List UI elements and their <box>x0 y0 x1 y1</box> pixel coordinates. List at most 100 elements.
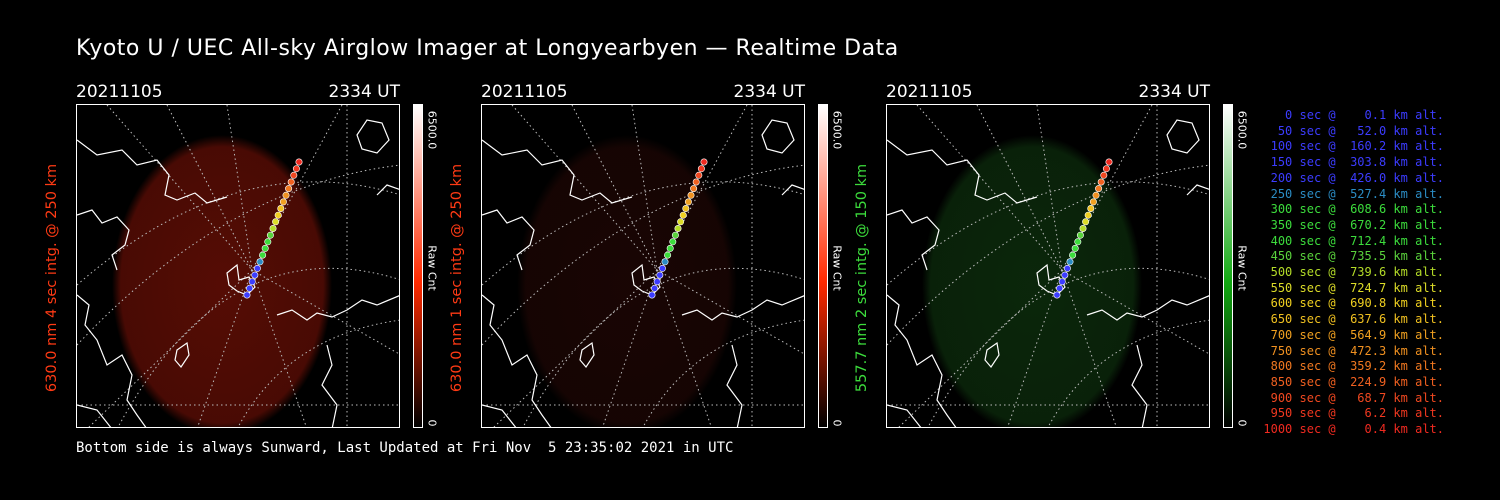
panel-time: 2334 UT <box>733 82 806 102</box>
trajectory-point <box>684 198 692 206</box>
allsky-image <box>481 104 805 428</box>
legend-item: 700 sec @ 564.9 km alt. <box>1263 327 1444 342</box>
legend-item: 100 sec @ 160.2 km alt. <box>1263 139 1444 154</box>
legend-item: 50 sec @ 52.0 km alt. <box>1263 123 1444 138</box>
legend-item: 850 sec @ 224.9 km alt. <box>1263 374 1444 389</box>
trajectory-point <box>1089 198 1097 206</box>
trajectory-point <box>653 278 661 286</box>
trajectory-point <box>1084 211 1092 219</box>
sky-glow <box>517 135 737 427</box>
trajectory-point <box>256 258 264 266</box>
colorbar <box>1223 104 1233 428</box>
colorbar-min-label: 0 <box>830 419 844 427</box>
panel-date: 20211105 <box>76 82 163 102</box>
panel-time: 2334 UT <box>1138 82 1211 102</box>
colorbar-max-label: 6500.0 <box>830 110 844 150</box>
trajectory-point <box>1053 291 1061 299</box>
trajectory-point <box>648 291 656 299</box>
trajectory-point <box>1092 191 1100 199</box>
colorbar-unit-label: Raw Cnt <box>830 245 844 291</box>
colorbar <box>818 104 828 428</box>
trajectory-point <box>671 231 679 239</box>
sky-glow <box>112 135 332 427</box>
legend-item: 450 sec @ 735.5 km alt. <box>1263 249 1444 264</box>
trajectory-track <box>243 158 303 299</box>
legend-item: 650 sec @ 637.6 km alt. <box>1263 312 1444 327</box>
colorbar-unit-label: Raw Cnt <box>425 245 439 291</box>
legend-item: 500 sec @ 739.6 km alt. <box>1263 265 1444 280</box>
trajectory-point <box>259 251 267 259</box>
geo-grid <box>77 105 399 427</box>
trajectory-point <box>1102 165 1110 173</box>
legend-item: 250 sec @ 527.4 km alt. <box>1263 186 1444 201</box>
trajectory-point <box>1100 171 1108 179</box>
trajectory-point <box>677 218 685 226</box>
legend-item: 200 sec @ 426.0 km alt. <box>1263 170 1444 185</box>
colorbar-min-label: 0 <box>1235 419 1249 427</box>
trajectory-point <box>1076 231 1084 239</box>
trajectory-point <box>266 231 274 239</box>
legend-item: 800 sec @ 359.2 km alt. <box>1263 359 1444 374</box>
trajectory-point <box>1082 218 1090 226</box>
trajectory-point <box>1061 271 1069 279</box>
trajectory-point <box>279 198 287 206</box>
panel-date: 20211105 <box>481 82 568 102</box>
trajectory-point <box>1063 264 1071 272</box>
legend-item: 900 sec @ 68.7 km alt. <box>1263 390 1444 405</box>
trajectory-point <box>666 244 674 252</box>
trajectory-point <box>287 178 295 186</box>
coastline <box>482 119 804 427</box>
legend-item: 300 sec @ 608.6 km alt. <box>1263 202 1444 217</box>
trajectory-point <box>282 191 290 199</box>
trajectory-point <box>674 225 682 233</box>
trajectory-point <box>1069 251 1077 259</box>
trajectory-point <box>1105 158 1113 166</box>
trajectory-point <box>246 284 254 292</box>
colorbar-max-label: 6500.0 <box>1235 110 1249 150</box>
allsky-image <box>886 104 1210 428</box>
trajectory-point <box>656 271 664 279</box>
trajectory-point <box>690 185 698 193</box>
footer-status: Bottom side is always Sunward, Last Upda… <box>76 440 734 456</box>
image-panel-630-4s: 20211105 2334 UT 630.0 nm 4 sec intg. @ … <box>44 80 456 430</box>
legend-item: 950 sec @ 6.2 km alt. <box>1263 406 1444 421</box>
panel-wavelength-label: 630.0 nm 4 sec intg. @ 250 km <box>44 163 60 393</box>
map-overlay <box>482 105 804 427</box>
trajectory-point <box>687 191 695 199</box>
map-overlay <box>887 105 1209 427</box>
legend-item: 350 sec @ 670.2 km alt. <box>1263 217 1444 232</box>
legend-item: 750 sec @ 472.3 km alt. <box>1263 343 1444 358</box>
colorbar-min-label: 0 <box>425 419 439 427</box>
trajectory-point <box>295 158 303 166</box>
legend-item: 0 sec @ 0.1 km alt. <box>1263 108 1444 122</box>
trajectory-track <box>1053 158 1113 299</box>
trajectory-point <box>248 278 256 286</box>
legend-item: 1000 sec @ 0.4 km alt. <box>1263 422 1444 437</box>
trajectory-point <box>1066 258 1074 266</box>
trajectory-point <box>700 158 708 166</box>
trajectory-point <box>277 205 285 213</box>
sky-glow <box>922 135 1142 427</box>
trajectory-point <box>1058 278 1066 286</box>
legend-item: 400 sec @ 712.4 km alt. <box>1263 233 1444 248</box>
legend-item: 550 sec @ 724.7 km alt. <box>1263 280 1444 295</box>
trajectory-point <box>697 165 705 173</box>
image-panel-630-1s: 20211105 2334 UT 630.0 nm 1 sec intg. @ … <box>449 80 861 430</box>
trajectory-point <box>1056 284 1064 292</box>
allsky-image <box>76 104 400 428</box>
trajectory-point <box>692 178 700 186</box>
coastline <box>77 119 399 427</box>
trajectory-legend: 0 sec @ 0.1 km alt. 50 sec @ 52.0 km alt… <box>1262 108 1444 438</box>
page-title: Kyoto U / UEC All-sky Airglow Imager at … <box>76 36 899 61</box>
trajectory-point <box>1074 238 1082 246</box>
trajectory-point <box>695 171 703 179</box>
trajectory-point <box>243 291 251 299</box>
panel-wavelength-label: 557.7 nm 2 sec intg. @ 150 km <box>854 163 870 393</box>
trajectory-point <box>261 244 269 252</box>
trajectory-point <box>661 258 669 266</box>
trajectory-point <box>669 238 677 246</box>
panel-wavelength-label: 630.0 nm 1 sec intg. @ 250 km <box>449 163 465 393</box>
trajectory-point <box>274 211 282 219</box>
trajectory-point <box>682 205 690 213</box>
trajectory-point <box>651 284 659 292</box>
